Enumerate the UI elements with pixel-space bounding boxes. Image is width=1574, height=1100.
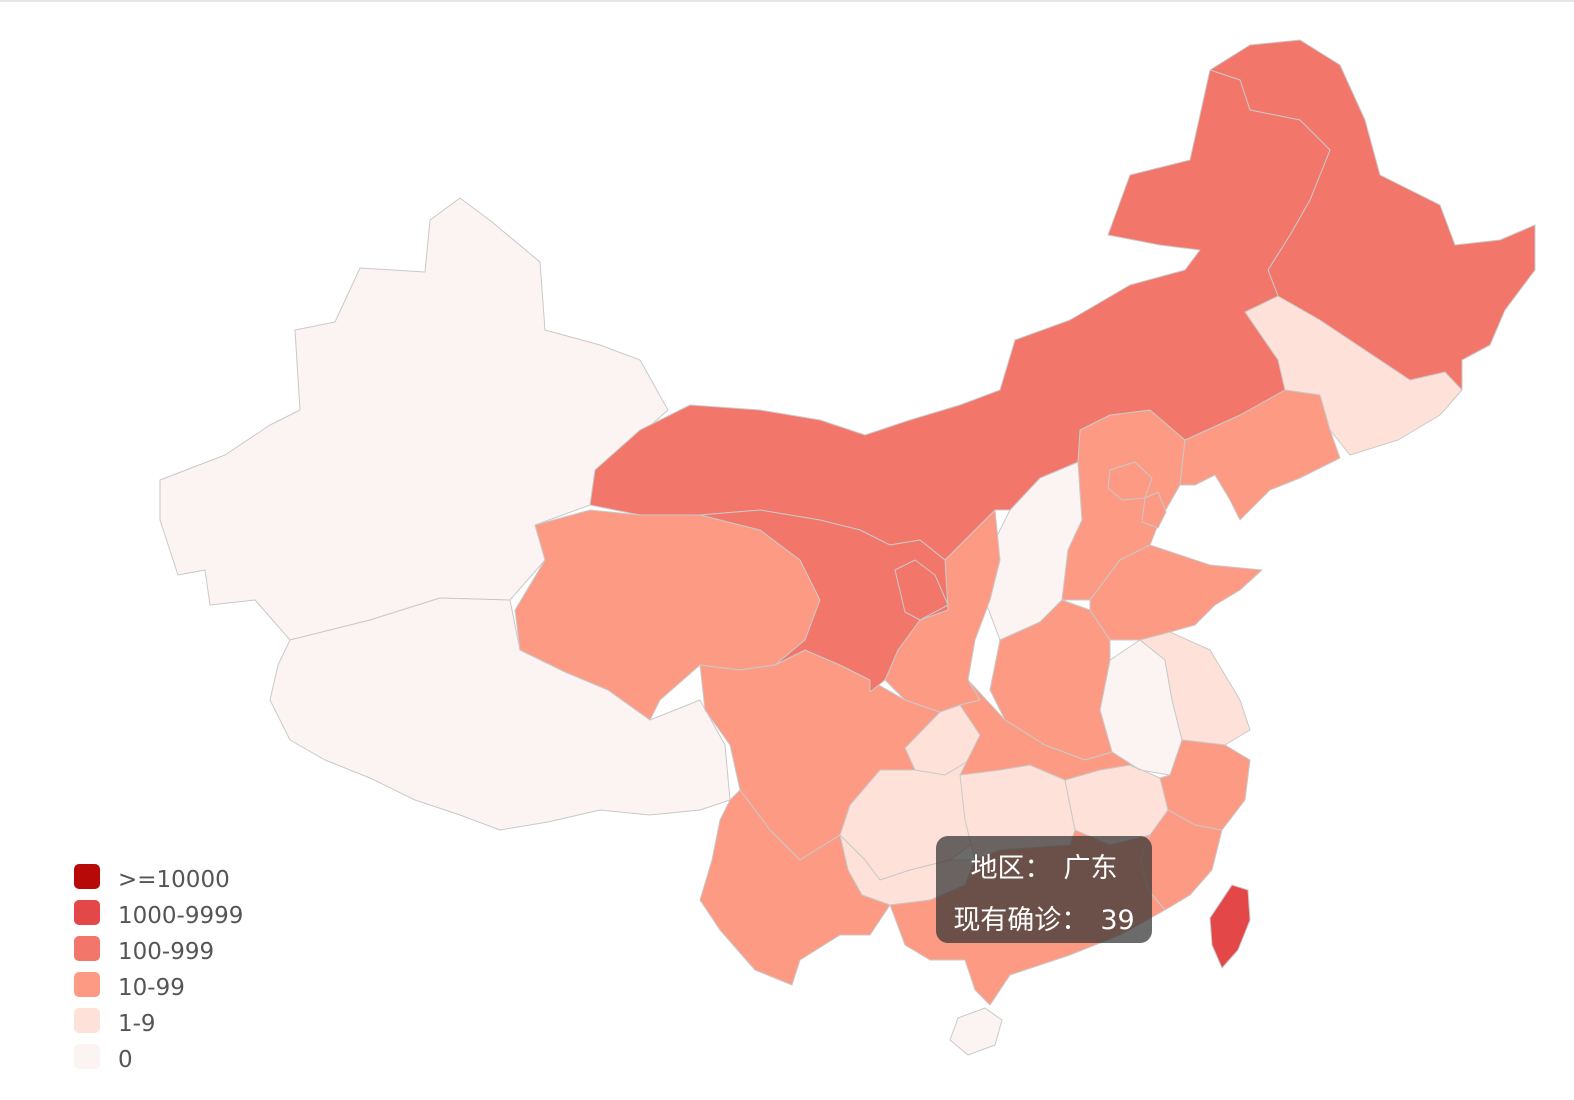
region-tianjin[interactable] [1141, 491, 1167, 529]
legend-label: 100-999 [118, 939, 215, 965]
legend-label: 1000-9999 [118, 903, 244, 929]
legend-label: >=10000 [118, 867, 230, 893]
region-taiwan[interactable] [1209, 884, 1251, 969]
region-tooltip: 地区： 广东 现有确诊： 39 [936, 836, 1152, 943]
tooltip-region-label: 地区： [970, 853, 1052, 884]
legend-item-100-999[interactable]: 100-999 [74, 935, 274, 971]
region-shandong[interactable] [1089, 544, 1263, 641]
region-liaoning[interactable] [1179, 389, 1341, 521]
legend-label: 10-99 [118, 975, 185, 1001]
region-ningxia[interactable] [894, 559, 949, 621]
region-xizang[interactable] [269, 597, 731, 831]
legend-item-1000-9999[interactable]: 1000-9999 [74, 899, 274, 935]
region-gansu[interactable] [699, 509, 949, 693]
legend-swatch [74, 936, 100, 961]
legend-swatch [74, 972, 100, 997]
tooltip-count-value: 39 [1100, 905, 1135, 936]
region-yunnan[interactable] [699, 789, 891, 986]
legend-item-10000-plus[interactable]: >=10000 [74, 863, 274, 899]
legend-item-10-99[interactable]: 10-99 [74, 971, 274, 1007]
region-xinjiang[interactable] [159, 197, 669, 641]
visual-map-legend: >=10000 1000-9999 100-999 10-99 1-9 0 [74, 863, 274, 1079]
region-hainan[interactable] [949, 1007, 1003, 1056]
top-divider [0, 0, 1574, 2]
tooltip-count-label: 现有确诊： [953, 905, 1089, 936]
legend-item-1-9[interactable]: 1-9 [74, 1007, 274, 1043]
tooltip-region-value: 广东 [1063, 853, 1118, 884]
legend-label: 1-9 [118, 1011, 156, 1037]
legend-swatch [74, 900, 100, 925]
tooltip-count-row: 现有确诊： 39 [936, 898, 1152, 937]
legend-swatch [74, 1044, 100, 1069]
tooltip-region-row: 地区： 广东 [936, 846, 1152, 885]
legend-swatch [74, 864, 100, 889]
legend-swatch [74, 1008, 100, 1033]
region-hubei[interactable] [959, 679, 1141, 781]
legend-label: 0 [118, 1047, 133, 1073]
region-neimenggu[interactable] [589, 69, 1331, 561]
legend-item-0[interactable]: 0 [74, 1043, 274, 1079]
